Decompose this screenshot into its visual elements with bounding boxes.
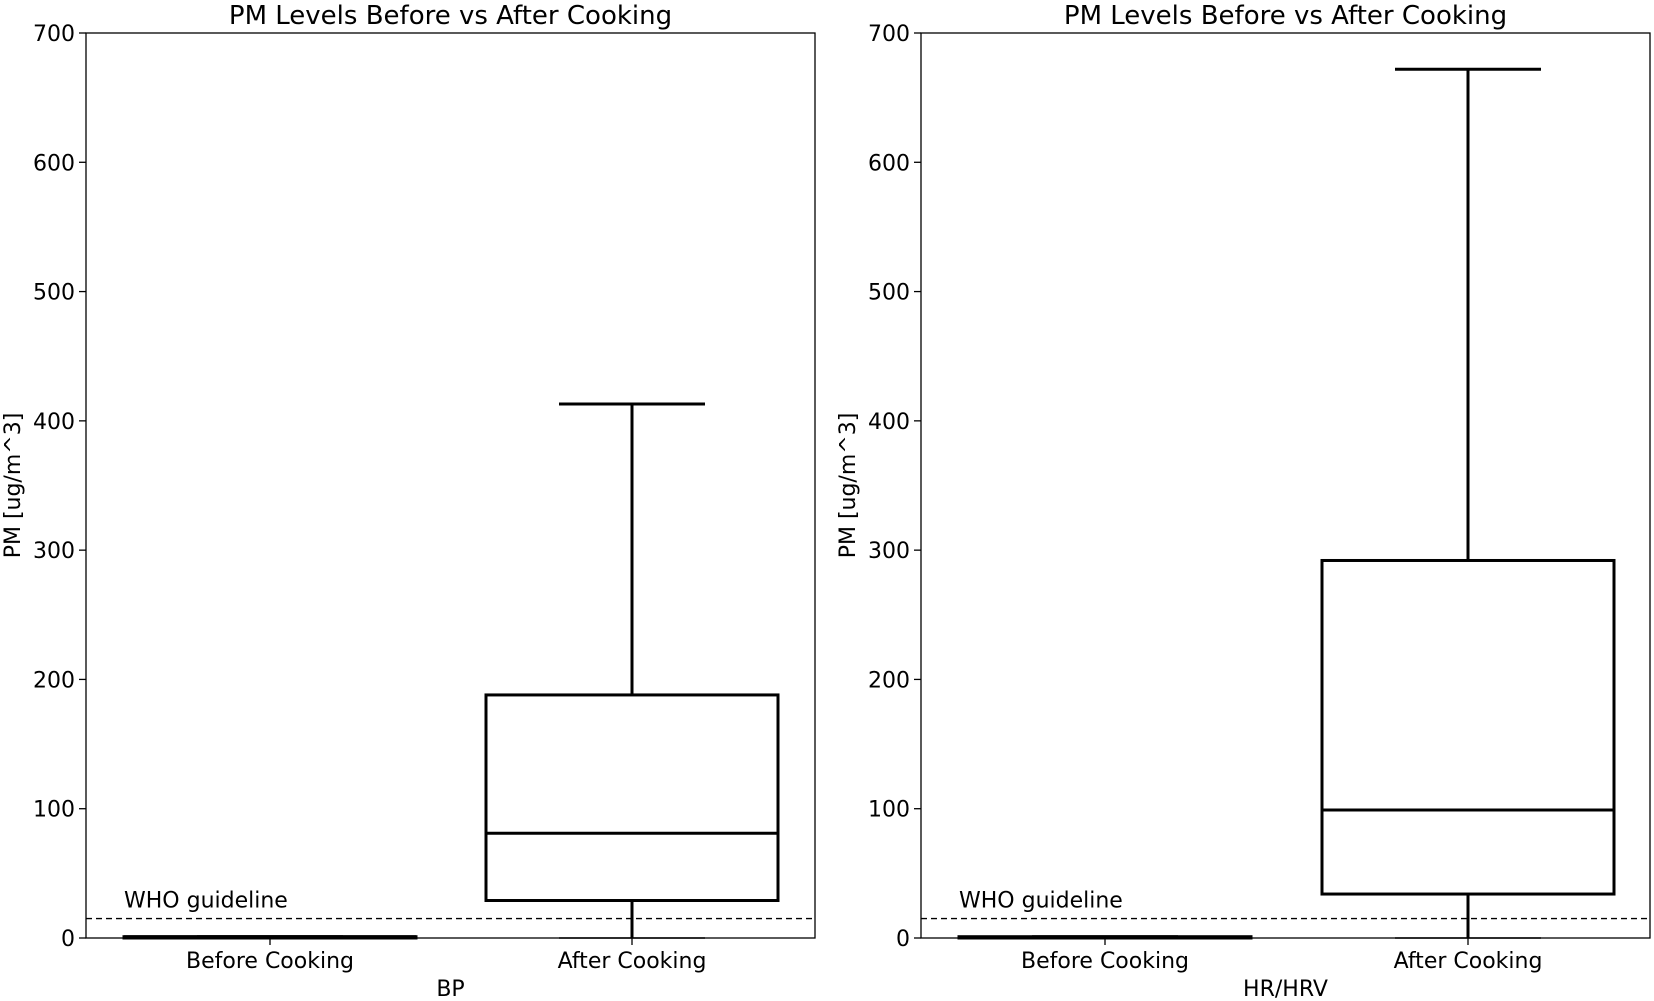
chart-panel-1: PM Levels Before vs After Cooking 0 100 200… <box>1 1 816 1001</box>
y-tick-label: 600 <box>33 151 75 176</box>
who-guideline-label: WHO guideline <box>124 889 288 914</box>
box-after-cooking <box>1320 67 1616 939</box>
x-tick-label: Before Cooking <box>186 949 354 974</box>
box-before-cooking <box>957 935 1253 940</box>
x-tick-label: After Cooking <box>1394 949 1543 974</box>
who-guideline-label: WHO guideline <box>959 889 1123 914</box>
y-tick-label: 200 <box>868 668 910 693</box>
y-tick-label: 300 <box>33 539 75 564</box>
box-before-cooking <box>122 935 418 940</box>
y-tick-label: 500 <box>868 281 910 306</box>
box-body <box>484 693 780 903</box>
y-tick-label: 0 <box>896 927 910 952</box>
box-body <box>1320 558 1616 896</box>
y-tick-label: 300 <box>868 539 910 564</box>
y-tick-label: 600 <box>868 151 910 176</box>
x-tick-label: Before Cooking <box>1021 949 1189 974</box>
y-tick-label: 700 <box>33 22 75 47</box>
chart-title: PM Levels Before vs After Cooking <box>229 1 672 31</box>
y-tick-label: 400 <box>33 410 75 435</box>
x-axis-label: BP <box>436 977 464 1001</box>
y-tick-label: 700 <box>868 22 910 47</box>
y-tick-label: 100 <box>868 798 910 823</box>
plot-frame <box>85 32 816 939</box>
y-tick-label: 500 <box>33 281 75 306</box>
y-tick-label: 200 <box>33 668 75 693</box>
y-tick-label: 0 <box>61 927 75 952</box>
y-axis-label: PM [ug/m^3] <box>1 413 26 559</box>
y-axis-label: PM [ug/m^3] <box>836 413 861 559</box>
x-tick-label: After Cooking <box>558 949 707 974</box>
box-after-cooking <box>484 402 780 939</box>
x-axis-label: HR/HRV <box>1243 977 1328 1001</box>
plot-frame <box>920 32 1651 939</box>
y-tick-label: 400 <box>868 410 910 435</box>
chart-title: PM Levels Before vs After Cooking <box>1064 1 1507 31</box>
chart-panel-2: PM Levels Before vs After Cooking 0 100 200… <box>836 1 1651 1001</box>
y-tick-label: 100 <box>33 798 75 823</box>
